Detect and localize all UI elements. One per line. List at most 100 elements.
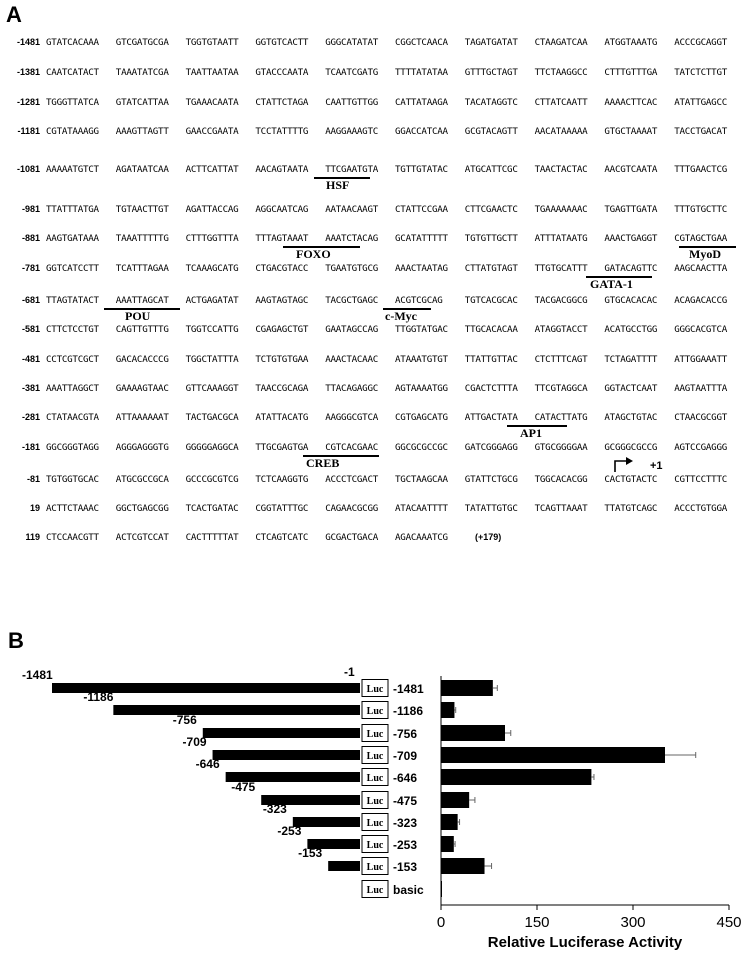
sequence-block: ACCCTCGACT <box>325 474 379 485</box>
sequence-block: GACACACCCG <box>115 354 169 365</box>
sequence-block: CGGTATTTGC <box>255 503 309 514</box>
luc-box <box>361 679 389 697</box>
position-number: -881 <box>21 233 40 243</box>
position-number: -1381 <box>16 67 40 77</box>
sequence-block: CGTCACGAAC <box>325 442 379 453</box>
sequence-row: -181 GGCGGGTAGG AGGGAGGGTG GGGGGAGGCA TTGCGA… <box>0 441 745 455</box>
fragment-start-label: -253 <box>277 824 301 838</box>
position-number: -1281 <box>16 97 40 107</box>
construct-name-label: -1481 <box>393 682 424 696</box>
sequence-block: AACAGTAATA <box>255 164 309 175</box>
sequence-block: TGGTGTAATT <box>185 37 239 48</box>
sequence-block: TTCGTAGGCA <box>534 383 588 394</box>
sequence-block: ATAAATGTGT <box>395 354 448 365</box>
sequence-block: TAACCGCAGA <box>255 383 309 394</box>
sequence-row: -1381 CAATCATACT TAAATATCGA TAATTAATAA GTACC… <box>0 66 745 80</box>
sequence-block: GTATTCTGCG <box>464 474 518 485</box>
sequence-row: 19 ACTTCTAAAC GGCTGAGCGG TCACTGATAC CGGTATTT… <box>0 502 745 516</box>
luc-label: Luc <box>367 684 384 695</box>
sequence-block: TCTCAAGGTG <box>255 474 309 485</box>
sequence-block: GGCGCGCCGC <box>395 442 448 453</box>
position-number: -681 <box>21 295 40 305</box>
sequence-block: CTCTTTCAGT <box>534 354 588 365</box>
sequence-block: GCGTACAGTT <box>464 126 518 137</box>
sequence-block: CTAACGCGGT <box>674 412 728 423</box>
sequence-block: GTCGATGCGA <box>115 37 169 48</box>
sequence-row: -1081 AAAAATGTCT AGATAATCAA ACTTCATTAT AACAG… <box>0 163 745 177</box>
sequence-block: GGGCATATAT <box>325 37 379 48</box>
sequence-block: CACTTTTTAT <box>185 532 239 543</box>
sequence-block: CGAGAGCTGT <box>255 324 309 335</box>
sequence-block: CGACTCTTTA <box>464 383 518 394</box>
sequence-row: -1481 GTATCACAAA GTCGATGCGA TGGTGTAATT GGTGT… <box>0 36 745 50</box>
sequence-block: AAGCAACTTA <box>674 263 728 274</box>
position-number: 19 <box>29 503 40 513</box>
sequence-block: GGTACTCAAT <box>604 383 658 394</box>
luc-label: Luc <box>367 751 384 762</box>
sequence-block: ATGGTAAATG <box>604 37 658 48</box>
sequence-block: TGGTCCATTG <box>185 324 239 335</box>
sequence-block: ATTAAAAAAT <box>115 412 169 423</box>
site-underline <box>507 425 567 427</box>
sequence-block: TTCGAATGTA <box>325 164 379 175</box>
luc-label: Luc <box>367 862 384 873</box>
activity-bar <box>441 836 454 852</box>
sequence-block: GAATAGCCAG <box>325 324 379 335</box>
tss-arrow-icon <box>614 457 633 472</box>
fragment-start-label: -153 <box>298 846 322 860</box>
construct-name-label: -153 <box>393 860 417 874</box>
sequence-block: AGACAAATCG <box>395 532 448 543</box>
sequence-block: GCCCGCGTCG <box>185 474 239 485</box>
sequence-block: TTAGTATACT <box>46 295 99 306</box>
sequence-row: -381 AAATTAGGCT GAAAAGTAAC GTTCAAAGGT TAACCG… <box>0 382 745 396</box>
site-underline <box>104 308 180 310</box>
sequence-block: TACGCTGAGC <box>325 295 379 306</box>
sequence-block: TTGCGAGTGA <box>255 442 309 453</box>
sequence-block: CGTGAGCATG <box>395 412 448 423</box>
sequence-block: CTTTGGTTTA <box>185 233 239 244</box>
activity-bar <box>441 747 665 763</box>
sequence-block: TCTAGATTTT <box>604 354 658 365</box>
sequence-block: CATTATAAGA <box>395 97 448 108</box>
luc-label: Luc <box>367 729 384 740</box>
sequence-block: AAGGGCGTCA <box>325 412 379 423</box>
sequence-row: 119 CTCCAACGTT ACTCGTCCAT CACTTTTTAT CTCAGTC… <box>0 531 745 545</box>
sequence-block: TGAGTTGATA <box>604 204 658 215</box>
sequence-block: AAACTGAGGT <box>604 233 658 244</box>
fragment-start-label: -475 <box>231 780 255 794</box>
position-number: -81 <box>26 474 40 484</box>
construct-name-label: -323 <box>393 816 417 830</box>
construct-name-label: -253 <box>393 838 417 852</box>
sequence-block: TACTGACGCA <box>185 412 239 423</box>
promoter-fragment-bar <box>261 795 360 805</box>
sequence-block: TGGGTTATCA <box>46 97 99 108</box>
promoter-fragment-bar <box>328 861 360 871</box>
sequence-block: TCACTGATAC <box>185 503 239 514</box>
sequence-block: TTGCACACAA <box>464 324 518 335</box>
position-number: -981 <box>21 204 40 214</box>
sequence-block: TCCTATTTTG <box>255 126 309 137</box>
sequence-block: TATATTGTGC <box>464 503 518 514</box>
sequence-block: TGTGGTGCAC <box>46 474 99 485</box>
sequence-block: CTTATCAATT <box>534 97 588 108</box>
sequence-block: TTTGAACTCG <box>674 164 728 175</box>
x-axis-label: Relative Luciferase Activity <box>488 934 683 951</box>
sequence-row: -481 CCTCGTCGCT GACACACCCG TGGCTATTTA TCTGTG… <box>0 353 745 367</box>
sequence-block: GGGCACGTCA <box>674 324 728 335</box>
sequence-row: -681 TTAGTATACT AAATTAGCAT ACTGAGATAT AAGTAG… <box>0 294 745 308</box>
sequence-block: CCTCGTCGCT <box>46 354 99 365</box>
sequence-block: CAATCATACT <box>46 67 99 78</box>
sequence-block: TAACTACTAC <box>534 164 588 175</box>
sequence-block: GTATCACAAA <box>46 37 99 48</box>
sequence-block: GCGACTGACA <box>325 532 379 543</box>
sequence-block: GCGGGCGCCG <box>604 442 658 453</box>
sequence-block: TGTCACGCAC <box>464 295 518 306</box>
site-underline <box>314 177 370 179</box>
sequence-block: AGTCCGAGGG <box>674 442 728 453</box>
sequence-block: TTTAGTAAAT <box>255 233 309 244</box>
sequence-block: ACGTCGCAG <box>395 295 443 306</box>
sequence-block: CTGACGTACC <box>255 263 309 274</box>
sequence-block: GATCGGGAGG <box>464 442 518 453</box>
sequence-block: CTATAACGTA <box>46 412 99 423</box>
sequence-block: GGGGGAGGCA <box>185 442 239 453</box>
